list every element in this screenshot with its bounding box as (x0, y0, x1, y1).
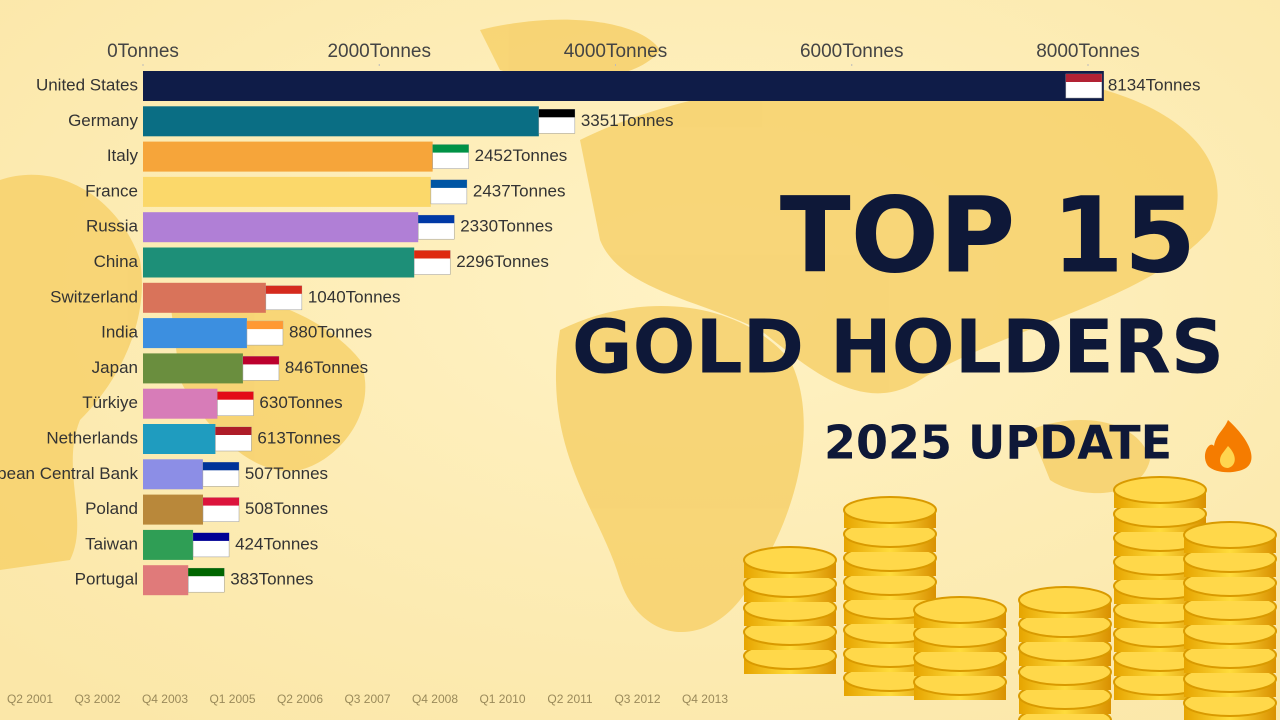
flag-band (242, 356, 279, 365)
category-label: Taiwan (85, 534, 138, 553)
gold-coins (743, 476, 1277, 720)
x-tick-label: 8000Tonnes (1036, 41, 1140, 62)
category-label: Switzerland (50, 287, 138, 306)
coin-top (1113, 476, 1207, 504)
value-label: 3351Tonnes (581, 111, 674, 130)
value-label: 424Tonnes (235, 534, 318, 553)
flag-band (414, 250, 451, 259)
bar (143, 424, 216, 454)
bar (143, 459, 203, 490)
category-label: United States (36, 75, 138, 94)
category-label: Japan (92, 358, 138, 377)
bar (143, 212, 419, 243)
bar (143, 247, 415, 278)
flag-band (193, 532, 230, 541)
flag-band (265, 285, 302, 294)
x-tick-label: 4000Tonnes (564, 41, 668, 62)
flag-band (432, 144, 469, 153)
bar (143, 494, 204, 525)
bar (143, 565, 189, 596)
flag-band (215, 427, 252, 435)
value-label: 846Tonnes (285, 358, 368, 377)
flag-band (246, 321, 283, 330)
timeline-label: Q4 2013 (682, 692, 728, 706)
coin-top (743, 546, 837, 574)
coin-top (1183, 521, 1277, 549)
flag-band (202, 462, 239, 471)
timeline-label: Q2 2001 (7, 692, 53, 706)
timeline-label: Q3 2002 (74, 692, 120, 706)
x-tick-label: 2000Tonnes (327, 41, 431, 62)
coin-top (913, 596, 1007, 624)
value-label: 630Tonnes (259, 393, 342, 412)
bar (143, 176, 431, 207)
value-label: 880Tonnes (289, 323, 372, 342)
headline-sub: GOLD HOLDERS (572, 305, 1224, 391)
bar (143, 388, 218, 419)
category-label: India (101, 323, 138, 342)
flag-band (217, 391, 254, 400)
coin-top (843, 496, 937, 524)
value-label: 1040Tonnes (308, 287, 401, 306)
bar (143, 529, 194, 560)
timeline-label: Q3 2007 (344, 692, 390, 706)
timeline-label: Q1 2005 (209, 692, 255, 706)
value-label: 507Tonnes (245, 464, 328, 483)
timeline-label: Q2 2006 (277, 692, 323, 706)
bar (143, 318, 247, 349)
timeline-label: Q4 2008 (412, 692, 458, 706)
value-label: 613Tonnes (257, 428, 340, 447)
x-tick-label: 6000Tonnes (800, 41, 904, 62)
bar (143, 71, 1104, 101)
flag-band (1065, 74, 1102, 82)
flag-band (538, 109, 575, 118)
flag-band (418, 215, 455, 224)
timeline-label: Q1 2010 (479, 692, 525, 706)
value-label: 2296Tonnes (456, 252, 549, 271)
category-label: Germany (68, 111, 138, 130)
category-label: Italy (107, 146, 139, 165)
timeline-label: Q3 2012 (614, 692, 660, 706)
coin-top (1018, 586, 1112, 614)
category-label: China (94, 252, 139, 271)
value-label: 8134Tonnes (1108, 75, 1201, 94)
x-tick-label: 0Tonnes (107, 41, 179, 62)
value-label: 2452Tonnes (475, 146, 568, 165)
bar (143, 282, 266, 313)
category-label: Netherlands (46, 428, 138, 447)
bar (143, 141, 433, 172)
category-label: Türkiye (82, 393, 138, 412)
timeline-label: Q4 2003 (142, 692, 188, 706)
category-label: Portugal (75, 570, 138, 589)
bar (143, 106, 539, 137)
fire-icon (1204, 420, 1252, 473)
headline: TOP 15 (780, 174, 1197, 296)
value-label: 383Tonnes (230, 570, 313, 589)
flag-band (430, 179, 467, 188)
category-label: Russia (86, 217, 139, 236)
flag-band (188, 568, 225, 577)
timeline-label: Q2 2011 (547, 692, 592, 706)
value-label: 2330Tonnes (460, 217, 553, 236)
value-label: 2437Tonnes (473, 181, 566, 200)
flag-band (203, 497, 240, 506)
category-label: European Central Bank (0, 464, 138, 483)
category-label: France (85, 181, 138, 200)
value-label: 508Tonnes (245, 499, 328, 518)
update-badge: 2025 UPDATE (824, 416, 1172, 470)
bar (143, 353, 243, 384)
category-label: Poland (85, 499, 138, 518)
